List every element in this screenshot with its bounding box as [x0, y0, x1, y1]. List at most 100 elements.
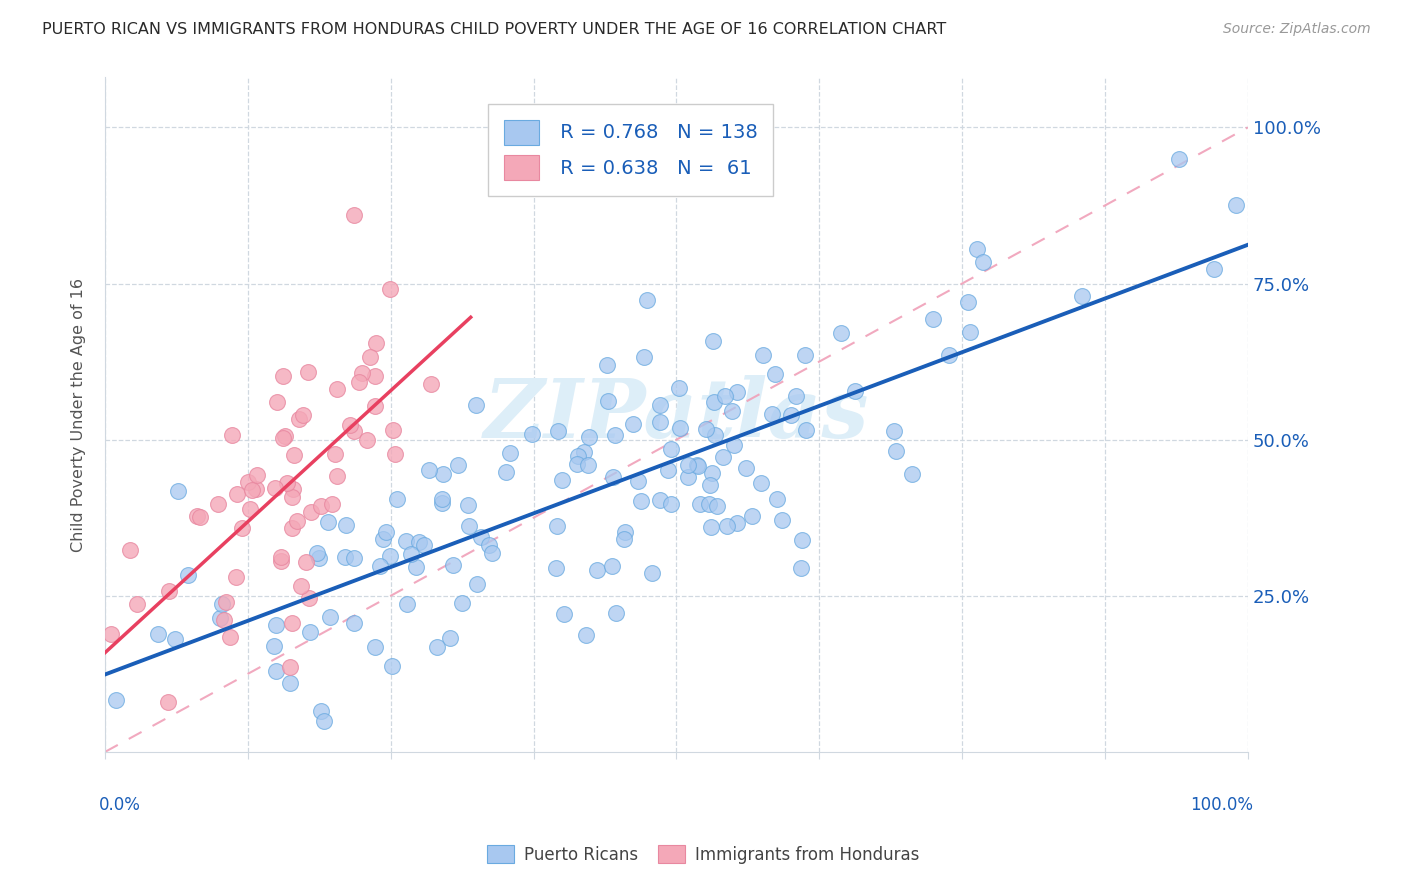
- Point: [457, 498, 479, 512]
- Point: [636, 293, 658, 307]
- Point: [245, 482, 267, 496]
- Text: PUERTO RICAN VS IMMIGRANTS FROM HONDURAS CHILD POVERTY UNDER THE AGE OF 16 CORRE: PUERTO RICAN VS IMMIGRANTS FROM HONDURAS…: [42, 22, 946, 37]
- Point: [752, 348, 775, 362]
- Point: [343, 551, 366, 566]
- Point: [246, 468, 269, 483]
- Point: [405, 559, 427, 574]
- Point: [343, 208, 366, 222]
- Point: [695, 422, 717, 436]
- Point: [1225, 197, 1247, 211]
- Point: [359, 350, 381, 364]
- Point: [395, 533, 418, 548]
- Point: [605, 606, 627, 620]
- Point: [363, 368, 385, 383]
- Point: [299, 505, 322, 519]
- Point: [572, 445, 595, 459]
- Point: [295, 555, 318, 569]
- Point: [790, 561, 813, 575]
- Point: [276, 476, 298, 491]
- Point: [596, 358, 619, 372]
- Point: [413, 538, 436, 552]
- Point: [553, 607, 575, 621]
- Point: [381, 423, 404, 437]
- Point: [240, 483, 263, 497]
- Point: [177, 567, 200, 582]
- Point: [706, 500, 728, 514]
- Point: [373, 533, 395, 547]
- Point: [633, 351, 655, 365]
- Point: [314, 714, 336, 728]
- Point: [231, 521, 253, 535]
- Point: [321, 497, 343, 511]
- Point: [309, 704, 332, 718]
- Point: [299, 625, 322, 640]
- Point: [495, 466, 517, 480]
- Point: [165, 632, 187, 647]
- Point: [689, 497, 711, 511]
- Point: [763, 367, 786, 381]
- Point: [225, 570, 247, 584]
- Point: [125, 597, 148, 611]
- Point: [668, 381, 690, 395]
- Point: [723, 438, 745, 452]
- Text: Source: ZipAtlas.com: Source: ZipAtlas.com: [1223, 22, 1371, 37]
- Point: [700, 467, 723, 481]
- Point: [378, 282, 401, 296]
- Point: [749, 475, 772, 490]
- Point: [287, 412, 309, 426]
- Point: [883, 424, 905, 438]
- Point: [761, 407, 783, 421]
- Point: [721, 404, 744, 418]
- Point: [697, 497, 720, 511]
- Point: [465, 577, 488, 591]
- Point: [711, 450, 734, 464]
- Point: [959, 326, 981, 340]
- Point: [1070, 289, 1092, 303]
- Point: [280, 521, 302, 535]
- Point: [972, 255, 994, 269]
- Point: [648, 398, 671, 412]
- Point: [481, 546, 503, 560]
- Point: [603, 427, 626, 442]
- Point: [669, 420, 692, 434]
- Point: [307, 546, 329, 560]
- Point: [596, 394, 619, 409]
- Point: [364, 335, 387, 350]
- Legend:  R = 0.768   N = 138,  R = 0.638   N =  61: R = 0.768 N = 138, R = 0.638 N = 61: [488, 104, 773, 196]
- Text: 0.0%: 0.0%: [100, 796, 141, 814]
- Point: [602, 469, 624, 483]
- Point: [686, 458, 709, 473]
- Point: [765, 491, 787, 506]
- Point: [270, 550, 292, 565]
- Point: [966, 242, 988, 256]
- Text: 100.0%: 100.0%: [1191, 796, 1254, 814]
- Point: [1168, 152, 1191, 166]
- Point: [356, 433, 378, 447]
- Point: [335, 518, 357, 533]
- Point: [713, 389, 735, 403]
- Point: [499, 446, 522, 460]
- Point: [349, 376, 371, 390]
- Point: [290, 579, 312, 593]
- Point: [352, 366, 374, 380]
- Point: [470, 529, 492, 543]
- Point: [298, 591, 321, 605]
- Point: [408, 534, 430, 549]
- Point: [659, 497, 682, 511]
- Point: [699, 478, 721, 492]
- Point: [266, 664, 288, 678]
- Point: [478, 539, 501, 553]
- Point: [457, 519, 479, 533]
- Point: [278, 660, 301, 674]
- Point: [741, 508, 763, 523]
- Point: [702, 334, 724, 348]
- Point: [308, 551, 330, 566]
- Point: [281, 483, 304, 497]
- Point: [309, 499, 332, 513]
- Point: [790, 533, 813, 547]
- Point: [586, 563, 609, 577]
- Point: [794, 423, 817, 437]
- Point: [688, 458, 710, 473]
- Point: [544, 560, 567, 574]
- Point: [384, 447, 406, 461]
